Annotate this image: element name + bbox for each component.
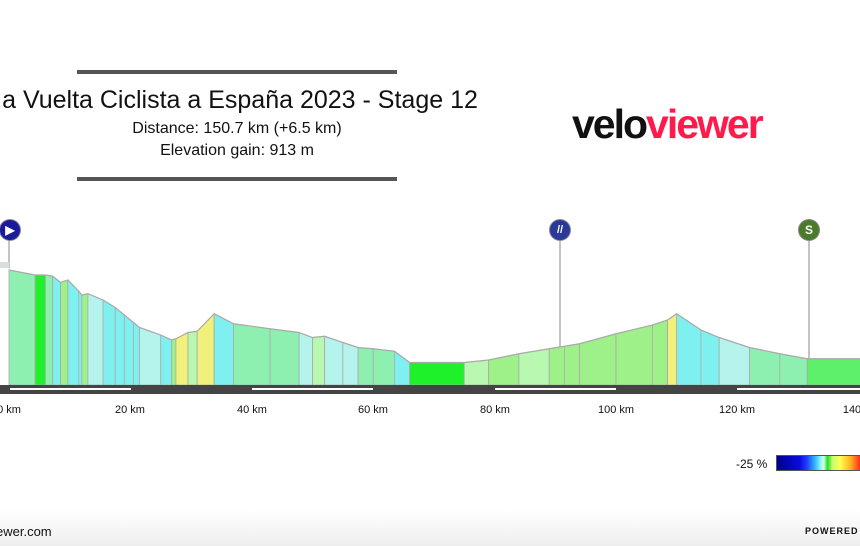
- footer-site-link[interactable]: ewer.com: [0, 524, 52, 539]
- gradient-segment: [409, 362, 465, 386]
- gradient-segment: [372, 348, 395, 386]
- distance-bar: [0, 385, 860, 394]
- gradient-segment: [102, 299, 116, 386]
- veloviewer-logo: veloviewer: [572, 101, 764, 147]
- gradient-segment: [171, 338, 177, 386]
- gradient-segment: [8, 269, 36, 386]
- gradient-segment: [667, 312, 678, 386]
- gradient-segment: [175, 331, 189, 386]
- gradient-segment: [564, 343, 580, 386]
- axis-tick: 20 km: [115, 404, 145, 416]
- gradient-segment: [615, 324, 653, 386]
- gradient-segment: [324, 335, 344, 386]
- axis-tick: 120 km: [718, 404, 756, 416]
- gradient-segment: [579, 333, 617, 386]
- sprint-marker[interactable]: S: [799, 220, 819, 240]
- axis-tick: 140: [842, 404, 860, 416]
- sprint-icon: S: [804, 223, 813, 237]
- gradient-legend-min: -25 %: [736, 457, 768, 471]
- gradient-segment: [133, 321, 140, 386]
- axis-tick: 60 km: [358, 404, 388, 416]
- gradient-segment: [160, 334, 173, 386]
- gradient-segment: [342, 341, 359, 386]
- gradient-segment: [488, 353, 520, 386]
- gradient-segment: [45, 274, 54, 386]
- axis-tick: 40 km: [237, 404, 267, 416]
- start-marker[interactable]: ▶: [0, 220, 20, 240]
- elevation-profile-chart: [0, 240, 860, 394]
- footer-powered-by: POWERED B: [805, 526, 860, 536]
- logo-viewer: viewer: [646, 101, 764, 147]
- gradient-segment: [518, 348, 550, 386]
- title-rule-top: [77, 70, 397, 74]
- gradient-segment: [60, 279, 69, 386]
- gradient-segment: [81, 293, 89, 386]
- gradient-segment: [114, 306, 125, 386]
- gradient-segment: [196, 312, 215, 386]
- play-icon: ▶: [5, 223, 15, 237]
- gradient-segment: [233, 323, 271, 386]
- gradient-segment: [718, 336, 750, 386]
- gradient-segment: [312, 335, 326, 386]
- gradient-segment: [34, 274, 46, 386]
- gradient-segment: [652, 319, 668, 386]
- gradient-segment: [139, 326, 162, 386]
- gradient-segment: [676, 313, 702, 386]
- gradient-segment: [213, 313, 234, 386]
- gradient-segment: [269, 328, 300, 386]
- gradient-segment: [548, 345, 565, 386]
- gradient-legend-bar: [776, 455, 860, 471]
- profile-outline: [8, 269, 860, 364]
- gradient-segment: [806, 358, 860, 386]
- gradient-segment: [700, 329, 720, 386]
- feed-zone-icon: //: [556, 224, 564, 236]
- gradient-segment: [463, 359, 489, 386]
- gradient-segment: [298, 331, 313, 386]
- gradient-segment: [357, 347, 374, 386]
- elevation-text: Elevation gain: 913 m: [160, 142, 314, 159]
- gradient-segment: [67, 279, 80, 386]
- feed-zone-marker[interactable]: //: [550, 220, 570, 240]
- stage-title: a Vuelta Ciclista a España 2023 - Stage …: [2, 86, 478, 114]
- footer: ewer.com POWERED B: [0, 510, 860, 546]
- axis-tick: 100 km: [597, 404, 635, 416]
- axis-tick: 80 km: [480, 404, 510, 416]
- axis-tick: 0 km: [0, 404, 21, 416]
- gradient-segments: [8, 269, 860, 386]
- gradient-segment: [78, 290, 83, 386]
- gradient-segment: [187, 330, 198, 386]
- gradient-segment: [87, 293, 104, 386]
- distance-text: Distance: 150.7 km (+6.5 km): [132, 120, 342, 137]
- title-rule-bottom: [77, 177, 397, 181]
- logo-velo: velo: [572, 101, 648, 147]
- gradient-segment: [52, 275, 61, 386]
- gradient-segment: [123, 314, 134, 386]
